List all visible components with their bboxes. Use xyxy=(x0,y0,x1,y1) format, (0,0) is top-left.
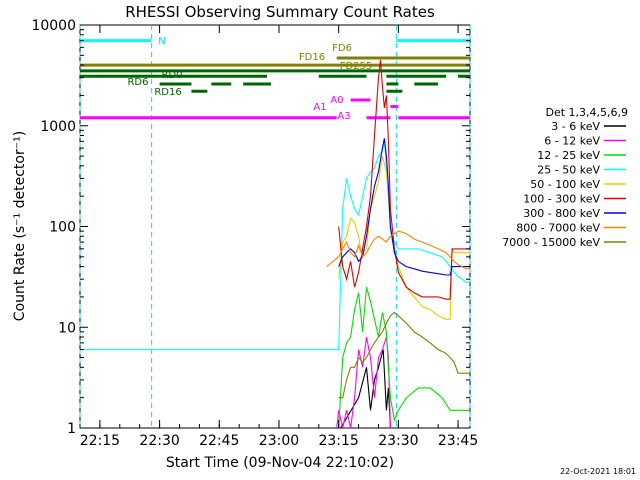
legend-label-7: 800 - 7000 keV xyxy=(516,222,600,235)
x-tick-label-5: 23:30 xyxy=(378,433,418,449)
series-line-8 xyxy=(338,311,470,399)
y-tick-label-1: 10 xyxy=(58,320,76,336)
legend-title: Det 1,3,4,5,6,9 xyxy=(545,106,628,119)
x-tick-label-1: 22:30 xyxy=(139,433,179,449)
x-tick-label-3: 23:00 xyxy=(259,433,299,449)
flag-label-4: RD6 xyxy=(127,77,148,88)
flag-label-7: A1 xyxy=(313,102,326,113)
x-tick-label-2: 22:45 xyxy=(199,433,239,449)
flag-label-0: FD6 xyxy=(332,43,352,54)
legend-label-0: 3 - 6 keV xyxy=(551,120,600,133)
legend-label-5: 100 - 300 keV xyxy=(523,193,600,206)
legend-label-3: 25 - 50 keV xyxy=(537,164,600,177)
series-line-5 xyxy=(338,59,470,300)
x-tick-label-6: 23:45 xyxy=(438,433,478,449)
flag-label-9: N xyxy=(158,36,165,47)
legend-label-4: 50 - 100 keV xyxy=(530,178,600,191)
timestamp: 22-Oct-2021 18:01 xyxy=(560,467,636,476)
legend-label-1: 6 - 12 keV xyxy=(544,135,600,148)
series-line-7 xyxy=(326,230,470,270)
x-axis-label: Start Time (09-Nov-04 22:10:02) xyxy=(166,455,394,471)
chart-title: RHESSI Observing Summary Count Rates xyxy=(125,3,435,21)
y-tick-label-0: 1 xyxy=(67,421,76,437)
y-tick-label-2: 100 xyxy=(49,220,76,236)
flag-label-1: FD16 xyxy=(299,52,325,63)
flag-label-5: RD16 xyxy=(154,87,181,98)
legend-label-2: 12 - 25 keV xyxy=(537,149,600,162)
series-line-1 xyxy=(336,336,391,429)
series-layer xyxy=(80,59,470,429)
tick-layer: 1 10 100 1000 10000 22:15 22:30 22:45 23:00 23:15… xyxy=(31,18,478,449)
legend-label-8: 7000 - 15000 keV xyxy=(502,236,600,249)
flag-label-8: A3 xyxy=(337,111,350,122)
flag-label-3: RD0 xyxy=(161,70,182,81)
flag-label-2: FD255 xyxy=(340,61,373,72)
flag-label-6: A0 xyxy=(330,95,343,106)
flag-bars: FD6 FD16 FD255 RD0 RD6 RD16 A0 A1 A3 N xyxy=(80,36,470,122)
y-axis-label: Count Rate (s⁻¹ detector⁻¹) xyxy=(12,131,28,321)
series-line-6 xyxy=(338,138,470,276)
series-line-2 xyxy=(338,287,470,429)
legend-label-6: 300 - 800 keV xyxy=(523,207,600,220)
y-tick-label-4: 10000 xyxy=(31,18,76,34)
x-tick-label-0: 22:15 xyxy=(80,433,120,449)
series-line-3 xyxy=(80,141,470,351)
y-tick-label-3: 1000 xyxy=(40,119,76,135)
x-tick-label-4: 23:15 xyxy=(318,433,358,449)
